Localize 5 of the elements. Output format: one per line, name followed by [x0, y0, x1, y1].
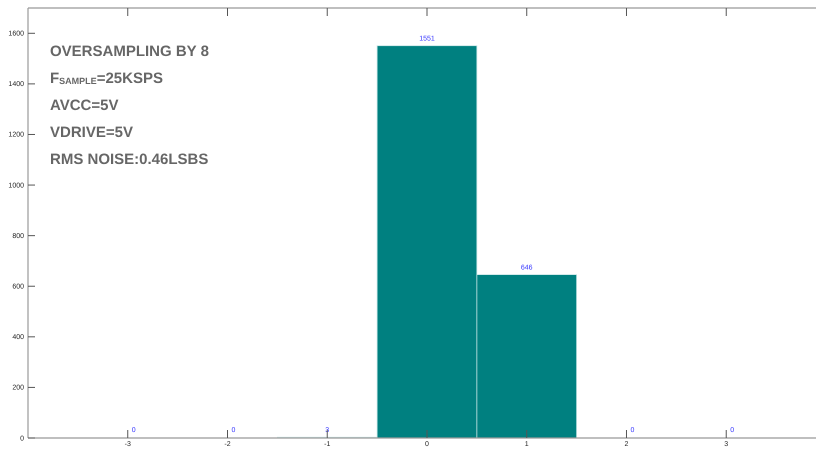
annotation: AVCC=5V [50, 97, 118, 114]
annotation: OVERSAMPLING BY 8 [50, 43, 209, 60]
annotation: VDRIVE=5V [50, 124, 133, 141]
annotation: FSAMPLE=25KSPS [50, 70, 163, 87]
annotation: RMS NOISE:0.46LSBS [50, 151, 208, 168]
